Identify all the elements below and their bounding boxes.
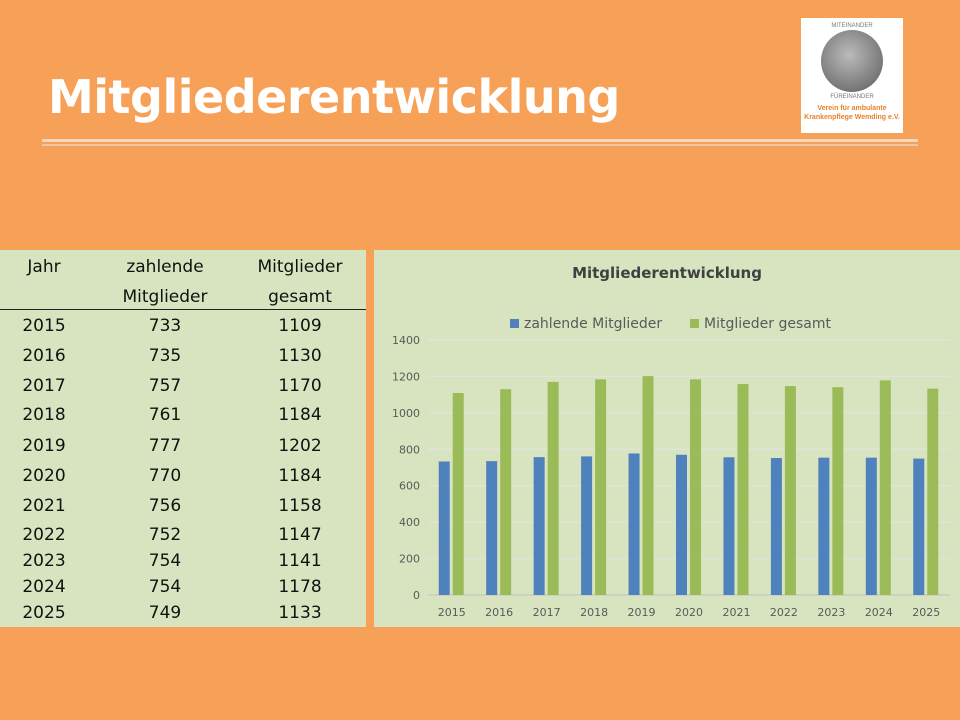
y-tick-label: 600 [399, 480, 420, 493]
table-cell-year: 2019 [22, 436, 66, 456]
table-cell-value: 754 [148, 551, 182, 571]
title-divider-thin [42, 144, 918, 146]
bar-gesamt [737, 384, 749, 595]
table-cell-value: 1184 [278, 405, 322, 425]
table-cell-year: 2022 [22, 525, 66, 545]
logo: MITEINANDER FÜREINANDER Verein für ambul… [801, 18, 903, 133]
y-tick-label: 1400 [392, 334, 420, 347]
y-tick-label: 800 [399, 443, 420, 456]
table-cell-year: 2018 [22, 405, 66, 425]
table-cell-value: 777 [148, 436, 182, 456]
table-cell-value: 770 [148, 466, 182, 486]
bar-zahlende [818, 457, 830, 595]
table-cell-value: 1130 [278, 346, 322, 366]
table-cell-year: 2021 [22, 496, 66, 516]
data-table: Jahr zahlende Mitglieder Mitglieder gesamt 20… [0, 250, 366, 627]
logo-medal-image [821, 30, 883, 92]
y-tick-label: 0 [413, 589, 420, 602]
legend-swatch [510, 319, 519, 328]
table-cell-value: 1133 [278, 603, 322, 623]
x-tick-label: 2016 [485, 606, 513, 619]
table-cell-year: 2020 [22, 466, 66, 486]
x-tick-label: 2023 [817, 606, 845, 619]
bar-zahlende [486, 461, 498, 595]
table-header: Mitglieder [257, 257, 343, 277]
chart-svg: Mitgliederentwicklung 0 200 400 600 800 1000 12… [392, 264, 950, 619]
logo-org-name: Verein für ambulante Krankenpflege Wemdi… [801, 104, 903, 122]
bar-gesamt [452, 393, 464, 595]
legend-swatch [690, 319, 699, 328]
table-cell-value: 1141 [278, 551, 322, 571]
logo-bottom-text: FÜREINANDER [830, 94, 874, 100]
bar-gesamt [500, 389, 512, 595]
x-tick-label: 2017 [533, 606, 561, 619]
bar-chart: Mitgliederentwicklung 0 200 400 600 800 1000 12… [374, 250, 960, 627]
table-cell-value: 733 [148, 316, 182, 336]
bar-gesamt [547, 381, 559, 595]
bar-gesamt [832, 387, 844, 595]
bar-zahlende [676, 454, 687, 595]
logo-top-text: MITEINANDER [831, 23, 873, 29]
x-tick-label: 2020 [675, 606, 703, 619]
logo-org-line1: Verein für ambulante [817, 105, 887, 112]
x-tick-label: 2022 [770, 606, 798, 619]
table-cell-year: 2015 [22, 316, 66, 336]
table-cell-value: 757 [148, 376, 182, 396]
table-header: zahlende [126, 257, 204, 277]
bar-gesamt [784, 386, 796, 595]
bar-zahlende [581, 456, 593, 595]
table-cell-value: 1158 [278, 496, 322, 516]
table-cell-value: 1184 [278, 466, 322, 486]
table-header: Jahr [27, 257, 61, 277]
table-cell-value: 752 [148, 525, 182, 545]
x-tick-label: 2015 [438, 606, 466, 619]
y-tick-label: 1200 [392, 370, 420, 383]
x-tick-label: 2024 [865, 606, 893, 619]
table-cell-value: 754 [148, 577, 182, 597]
table-header: Mitglieder [122, 287, 208, 307]
bar-zahlende [770, 458, 782, 595]
y-tick-label: 200 [399, 553, 420, 566]
bar-gesamt [642, 376, 654, 595]
table-header: gesamt [268, 287, 332, 307]
legend-label: Mitglieder gesamt [704, 316, 831, 332]
table-cell-value: 1202 [278, 436, 322, 456]
table-cell-year: 2017 [22, 376, 66, 396]
table-cell-value: 735 [148, 346, 182, 366]
bar-zahlende [533, 457, 545, 595]
table-cell-value: 1178 [278, 577, 322, 597]
title-divider [42, 139, 918, 142]
x-tick-label: 2019 [628, 606, 656, 619]
bar-zahlende [628, 453, 640, 595]
bar-zahlende [865, 457, 877, 595]
page-title: Mitgliederentwicklung [48, 70, 620, 124]
table-cell-value: 1170 [278, 376, 322, 396]
table-cell-year: 2023 [22, 551, 66, 571]
table-cell-value: 1109 [278, 316, 322, 336]
table-cell-value: 1147 [278, 525, 322, 545]
y-tick-label: 400 [399, 516, 420, 529]
table-cell-value: 761 [148, 405, 182, 425]
header-divider [0, 309, 366, 310]
table-cell-value: 756 [148, 496, 182, 516]
x-tick-label: 2025 [912, 606, 940, 619]
table-cell-year: 2024 [22, 577, 66, 597]
y-tick-label: 1000 [392, 407, 420, 420]
chart-title: Mitgliederentwicklung [572, 264, 762, 282]
bar-gesamt [879, 380, 891, 595]
bar-zahlende [438, 461, 450, 595]
legend-label: zahlende Mitglieder [524, 316, 662, 332]
bar-zahlende [913, 458, 925, 595]
x-tick-label: 2021 [722, 606, 750, 619]
table-cell-value: 749 [148, 603, 182, 623]
logo-org-line2: Krankenpflege Wemding e.V. [804, 114, 900, 121]
table-cell-year: 2025 [22, 603, 66, 623]
bar-gesamt [927, 388, 939, 595]
bar-gesamt [690, 379, 701, 595]
x-tick-label: 2018 [580, 606, 608, 619]
table-cell-year: 2016 [22, 346, 66, 366]
bar-zahlende [723, 457, 735, 595]
bar-gesamt [595, 379, 607, 595]
